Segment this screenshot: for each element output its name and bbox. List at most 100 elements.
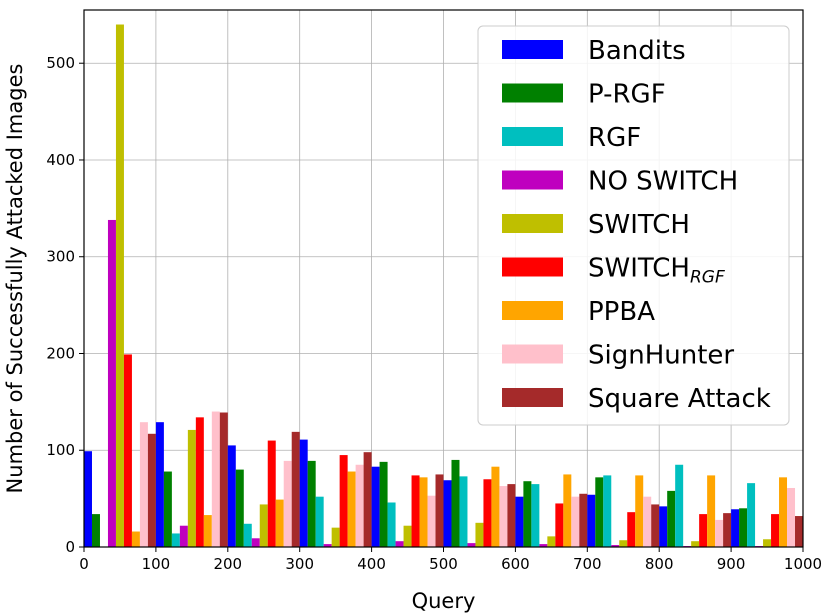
legend-label: NO SWITCH	[588, 167, 738, 197]
bar	[787, 487, 796, 547]
bar	[659, 506, 668, 547]
bar	[547, 536, 556, 547]
bar	[347, 471, 356, 547]
bar	[299, 439, 308, 547]
legend-label: Bandits	[588, 36, 686, 66]
legend-label: PPBA	[588, 297, 655, 327]
bar	[387, 502, 396, 547]
bar	[275, 499, 284, 547]
x-tick-label: 600	[501, 555, 530, 573]
bar	[115, 24, 124, 548]
bar	[771, 514, 780, 547]
bar	[667, 490, 676, 547]
bar	[619, 540, 628, 547]
x-tick-label: 500	[429, 555, 458, 573]
bar	[139, 422, 148, 547]
bar	[763, 539, 772, 547]
bar	[419, 477, 428, 547]
bar	[123, 354, 132, 547]
bar	[203, 515, 212, 547]
bar	[211, 411, 220, 547]
y-tick-label: 500	[46, 54, 75, 72]
bar	[723, 513, 732, 547]
x-tick-label: 1000	[784, 555, 822, 573]
bar	[555, 503, 564, 547]
x-tick-label: 900	[717, 555, 746, 573]
bar	[747, 483, 756, 547]
bar	[571, 496, 580, 547]
x-tick-label: 0	[79, 555, 89, 573]
bar	[739, 508, 748, 547]
bar	[539, 544, 548, 547]
legend-label: SignHunter	[588, 341, 734, 371]
bar	[307, 460, 316, 547]
bar	[315, 496, 324, 547]
bar	[187, 429, 196, 547]
bar	[363, 452, 372, 547]
bar	[443, 480, 452, 547]
legend-swatch	[502, 83, 563, 103]
bar	[379, 461, 388, 547]
bar	[459, 476, 468, 547]
bar	[131, 531, 140, 547]
bar	[283, 460, 292, 547]
legend-swatch	[502, 257, 563, 277]
bar	[355, 464, 364, 547]
bar	[171, 533, 180, 547]
y-axis-label: Number of Successfully Attacked Images	[3, 64, 27, 494]
bar	[563, 474, 572, 547]
legend-label: RGF	[588, 123, 641, 153]
legend-swatch	[502, 344, 563, 364]
bar	[84, 451, 92, 547]
x-tick-label: 300	[285, 555, 314, 573]
bar	[491, 466, 500, 547]
legend-swatch	[502, 301, 563, 320]
y-tick-label: 300	[46, 248, 75, 266]
bar	[707, 475, 716, 547]
bar	[291, 431, 300, 547]
legend-swatch	[502, 127, 563, 146]
bar	[675, 464, 684, 547]
bar	[155, 422, 164, 547]
bar	[475, 522, 484, 547]
legend-label: SWITCH	[588, 210, 690, 240]
legend-label-subscript: RGF	[690, 268, 725, 288]
legend-box	[477, 25, 790, 426]
bar	[323, 544, 332, 547]
legend-label: P-RGF	[588, 80, 666, 110]
legend-swatch	[502, 40, 563, 59]
bar	[195, 417, 204, 547]
x-tick-label: 400	[357, 555, 386, 573]
bar	[731, 509, 740, 547]
legend-swatch	[502, 170, 563, 190]
bar	[339, 455, 348, 547]
x-tick-label: 800	[645, 555, 674, 573]
bar	[779, 477, 788, 547]
bar	[395, 541, 404, 547]
x-axis-label: Query	[412, 589, 476, 613]
legend-swatch	[502, 388, 563, 407]
bar	[371, 466, 380, 547]
bar	[523, 481, 532, 547]
bar	[507, 484, 516, 547]
y-tick-label: 0	[65, 538, 75, 556]
bar	[595, 477, 604, 547]
bars	[84, 24, 803, 548]
legend-swatch	[502, 214, 563, 233]
x-tick-label: 700	[573, 555, 602, 573]
bar	[499, 486, 508, 547]
bar	[531, 484, 540, 547]
x-tick-label: 100	[142, 555, 171, 573]
bar	[427, 495, 436, 547]
y-tick-label: 100	[46, 441, 75, 459]
bar	[627, 512, 636, 547]
bar	[467, 543, 476, 547]
bar	[651, 504, 660, 547]
bar	[331, 527, 340, 547]
bar	[451, 459, 460, 547]
bar	[579, 493, 588, 547]
bar	[635, 475, 644, 547]
y-tick-label: 200	[46, 344, 75, 362]
